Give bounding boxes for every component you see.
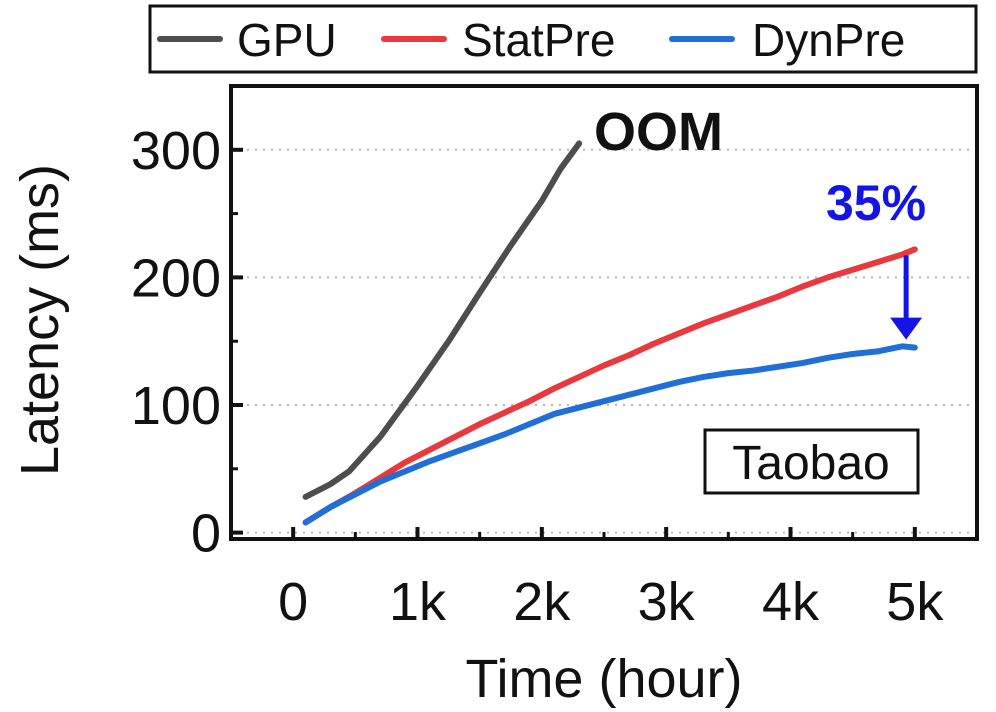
y-tick-label: 100	[131, 376, 221, 436]
inset-label-box: Taobao	[703, 428, 920, 495]
series-line-gpu	[302, 140, 583, 500]
x-axis-title: Time (hour)	[465, 649, 742, 709]
series-line-dynpre	[302, 343, 918, 526]
y-tick-label: 200	[131, 248, 221, 308]
x-tick-label: 0	[278, 572, 308, 632]
legend-label-statpre: StatPre	[462, 14, 615, 66]
x-tick-label: 5k	[886, 572, 944, 632]
legend-label-gpu: GPU	[237, 14, 337, 66]
legend-label-dynpre: DynPre	[752, 14, 905, 66]
y-axis: 0 100 200 300	[131, 121, 243, 564]
reduction-arrow-head	[890, 317, 923, 340]
annotation-percent: 35%	[826, 175, 926, 231]
series-line-statpre	[302, 246, 918, 526]
x-tick-label: 1k	[389, 572, 447, 632]
y-tick-label: 0	[191, 504, 221, 564]
x-tick-label: 4k	[762, 572, 820, 632]
annotations: OOM 35%	[594, 102, 926, 340]
legend-frame	[148, 4, 978, 74]
x-axis: 0 1k 2k 3k 4k 5k	[278, 527, 944, 632]
y-tick-label: 300	[131, 121, 221, 181]
y-axis-title: Latency (ms)	[10, 164, 70, 476]
x-tick-label: 2k	[513, 572, 571, 632]
x-tick-label: 3k	[638, 572, 696, 632]
series-layer	[302, 140, 918, 526]
legend: GPU StatPre DynPre	[148, 4, 978, 74]
inset-label-frame	[703, 428, 920, 495]
inset-label: Taobao	[732, 437, 889, 490]
annotation-oom: OOM	[594, 102, 723, 162]
